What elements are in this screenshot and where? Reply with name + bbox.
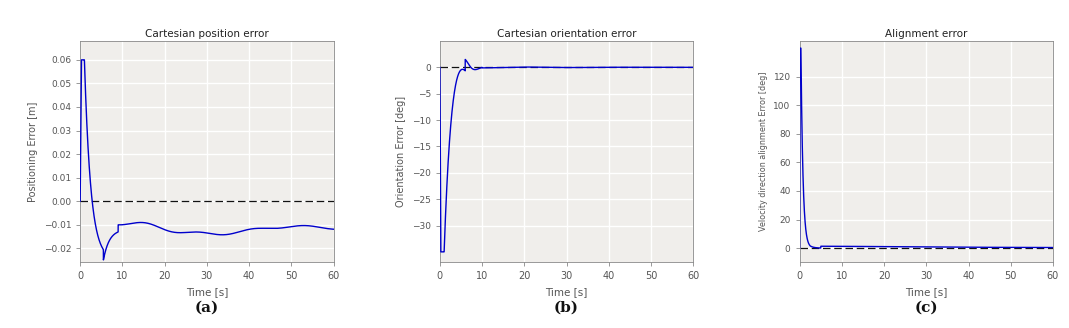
X-axis label: Time [s]: Time [s] — [545, 287, 588, 297]
Title: Cartesian position error: Cartesian position error — [145, 29, 268, 39]
Text: (a): (a) — [195, 301, 219, 315]
Text: (c): (c) — [914, 301, 939, 315]
Title: Alignment error: Alignment error — [885, 29, 967, 39]
Y-axis label: Positioning Error [m]: Positioning Error [m] — [28, 101, 38, 202]
Text: (b): (b) — [554, 301, 579, 315]
Y-axis label: Velocity direction alignment Error [deg]: Velocity direction alignment Error [deg] — [759, 72, 768, 232]
X-axis label: Time [s]: Time [s] — [905, 287, 947, 297]
X-axis label: Time [s]: Time [s] — [186, 287, 228, 297]
Title: Cartesian orientation error: Cartesian orientation error — [497, 29, 636, 39]
Y-axis label: Orientation Error [deg]: Orientation Error [deg] — [397, 96, 406, 207]
